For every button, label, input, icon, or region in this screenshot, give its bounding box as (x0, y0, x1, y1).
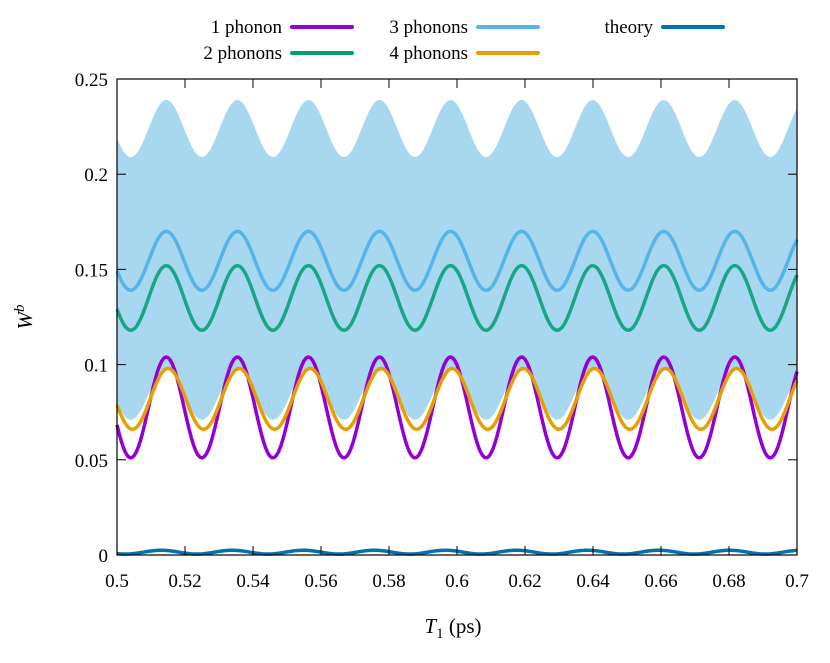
x-tick-label: 0.6 (445, 571, 469, 592)
x-tick-label: 0.52 (168, 571, 201, 592)
series-line-3 (115, 366, 799, 432)
x-tick-label: 0.58 (372, 571, 405, 592)
y-axis-title-main: W (13, 310, 37, 330)
y-axis-ticks: 0 0.05 0.1 0.15 0.2 0.25 (75, 70, 797, 567)
y-tick-label: 0.05 (75, 451, 108, 472)
legend-label: 1 phonon (211, 17, 283, 38)
y-tick-label: 0.1 (84, 356, 108, 377)
legend-label: 2 phonons (203, 43, 282, 64)
x-tick-label: 0.62 (508, 571, 541, 592)
y-tick-label: 0.15 (75, 260, 108, 281)
x-tick-label: 0.56 (304, 571, 337, 592)
legend: 1 phonon 2 phonons 3 phonons 4 phonons theor… (203, 17, 725, 64)
uncertainty-band-layer (117, 99, 797, 420)
x-axis-title-main: T (424, 614, 437, 638)
x-tick-label: 0.7 (785, 571, 809, 592)
x-tick-label: 0.5 (105, 571, 129, 592)
series-line-0 (115, 355, 799, 460)
x-axis-ticks: 0.5 0.52 0.54 0.56 0.58 0.6 0.62 0.64 0.66 0.68 0.… (105, 79, 809, 592)
legend-label: theory (604, 17, 653, 38)
uncertainty-band (117, 99, 797, 420)
x-tick-label: 0.68 (712, 571, 745, 592)
x-axis-title-sub: 1 (436, 626, 444, 642)
x-tick-label: 0.64 (576, 571, 610, 592)
y-tick-label: 0 (99, 546, 109, 567)
legend-label: 3 phonons (389, 17, 468, 38)
y-axis-title-sup: b (12, 304, 28, 312)
series-line-2 (115, 229, 799, 293)
x-axis-title: T1 (ps) (424, 614, 481, 642)
x-axis-title-unit: (ps) (444, 614, 482, 638)
y-tick-label: 0.2 (84, 165, 108, 186)
legend-label: 4 phonons (389, 43, 468, 64)
series-line-1 (115, 263, 799, 333)
x-tick-label: 0.54 (236, 571, 270, 592)
y-tick-label: 0.25 (75, 70, 108, 91)
x-tick-label: 0.66 (644, 571, 677, 592)
y-axis-title: Wb (12, 304, 37, 330)
